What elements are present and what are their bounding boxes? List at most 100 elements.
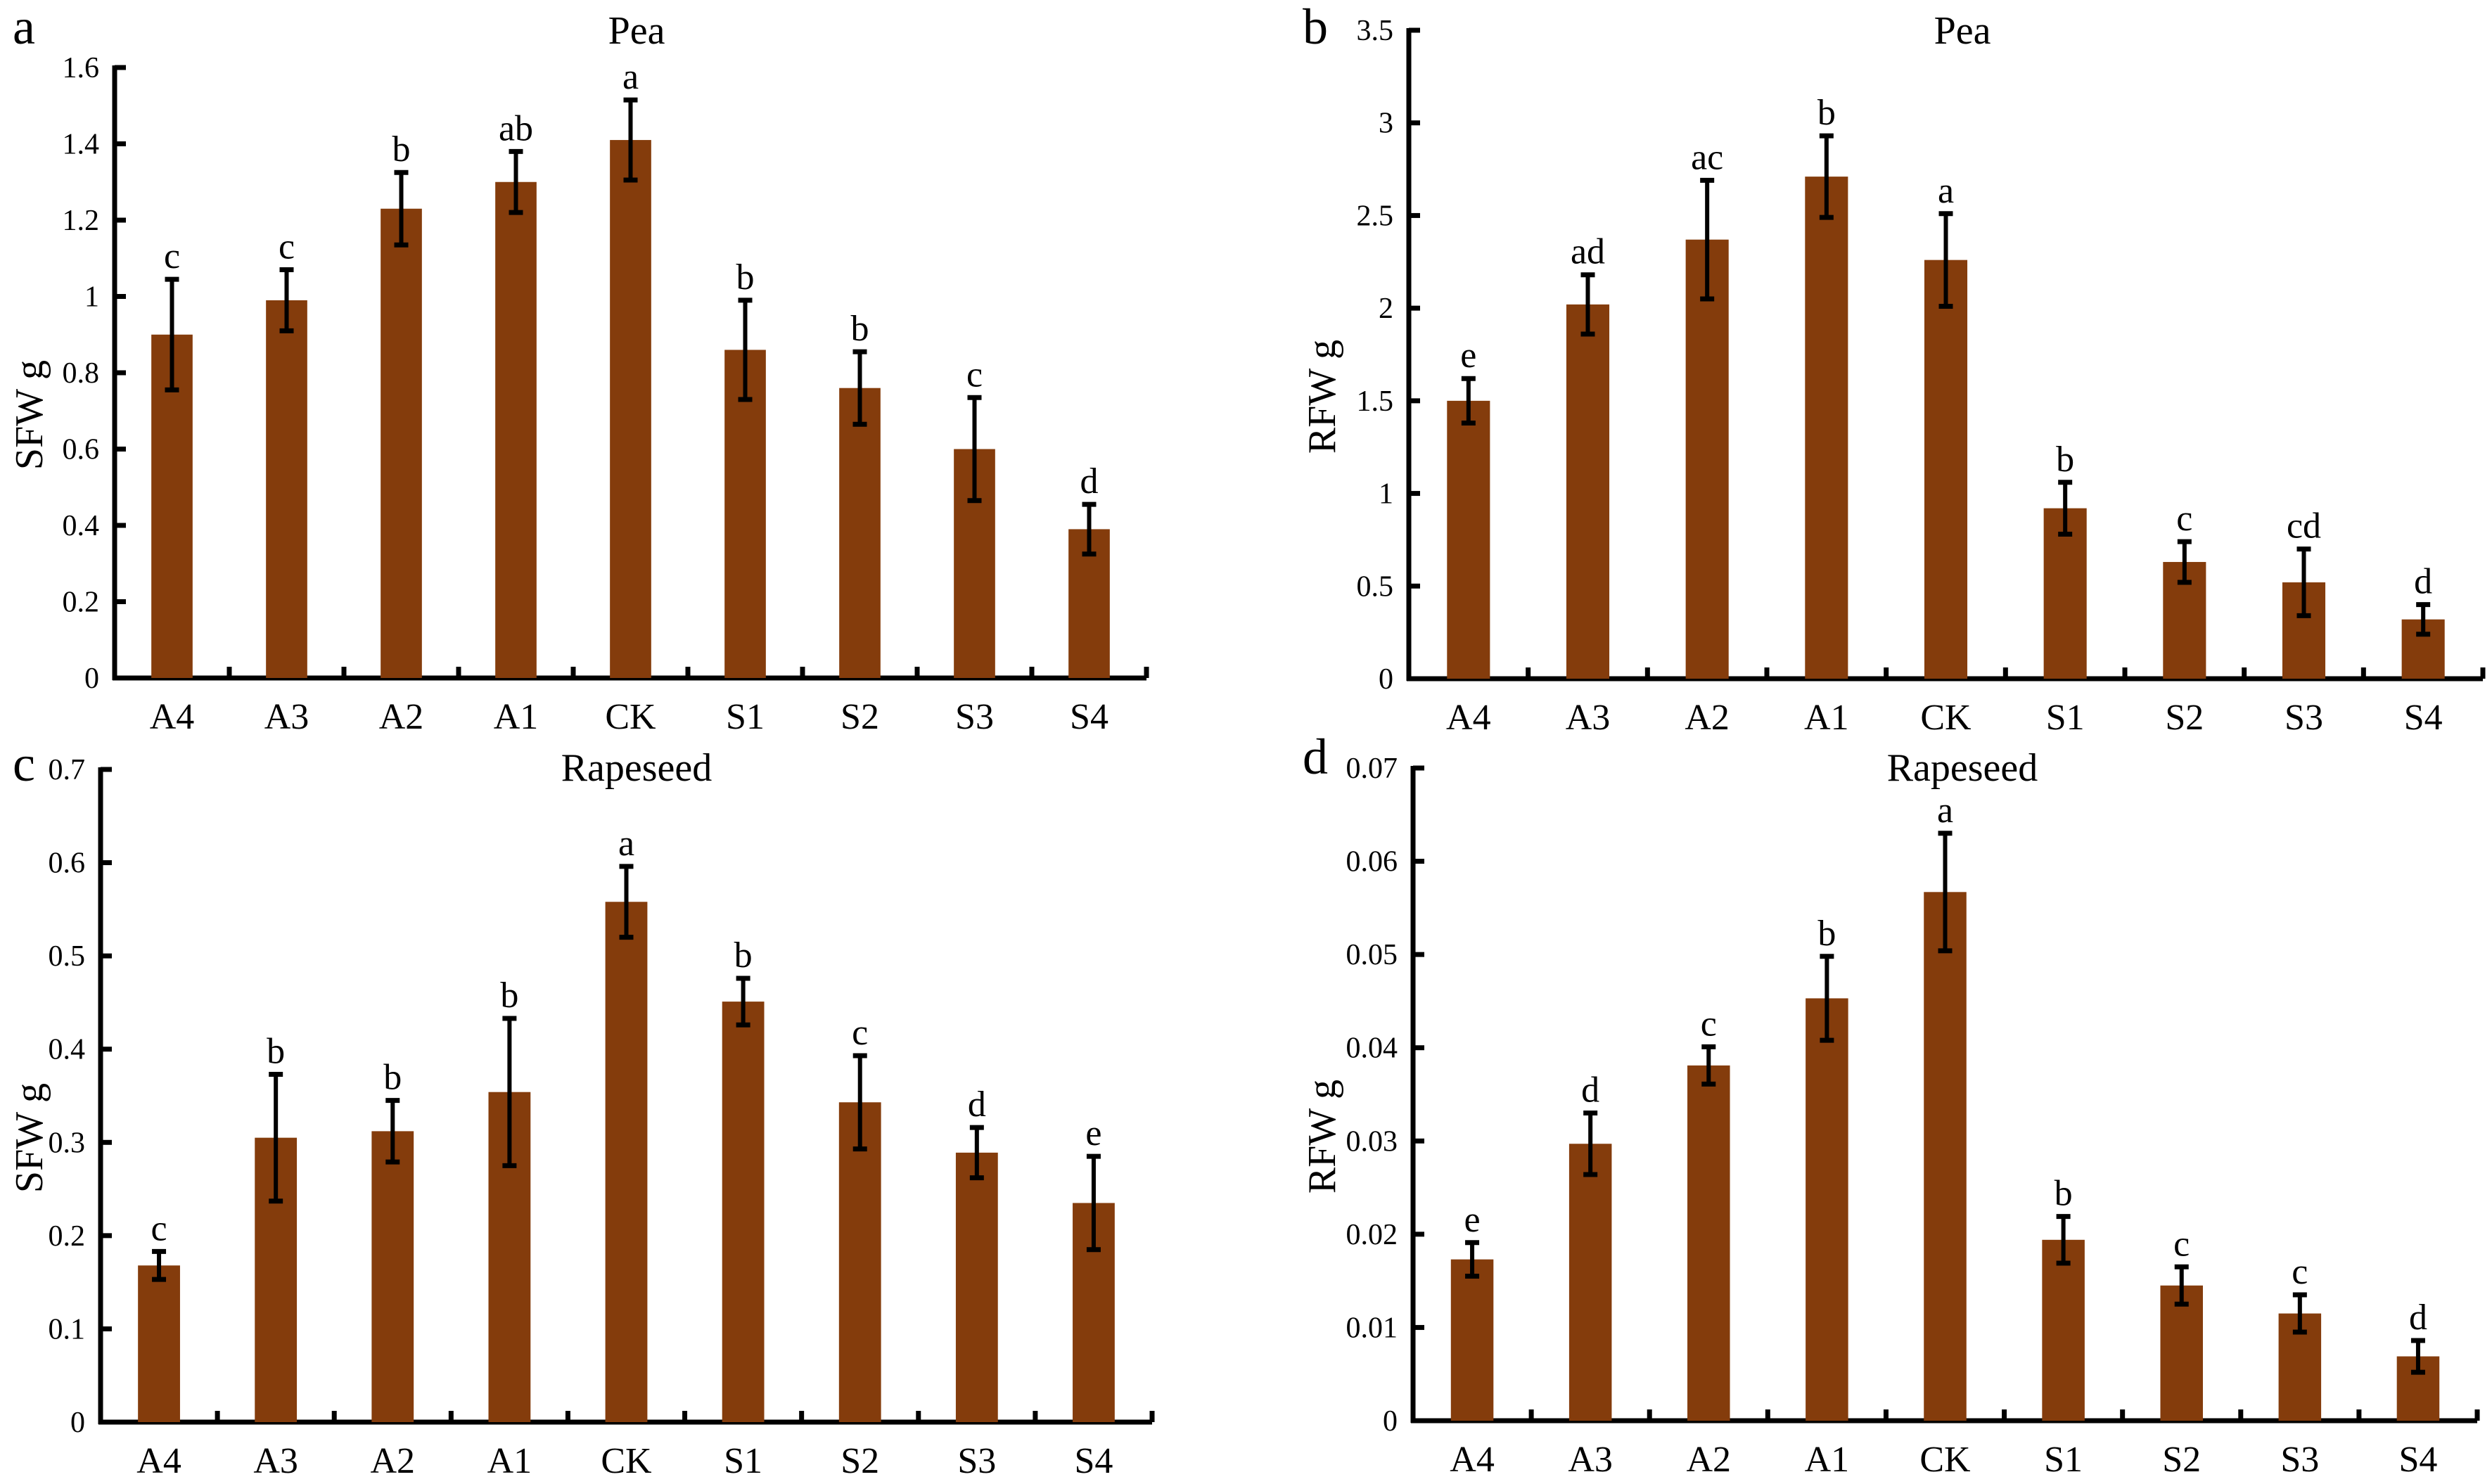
y-axis-title: RFW g [1301, 1080, 1344, 1194]
chart-panel-d: d Rapeseed RFW g 0 0.01 0.02 0.03 0.04 0.05 0.06 0… [1301, 729, 2480, 1480]
x-tick-label: A1 [487, 1441, 532, 1481]
significance-label: e [1460, 335, 1476, 376]
x-tick-label: S4 [1070, 697, 1108, 737]
y-tick-label: 3 [1379, 108, 1393, 140]
x-tick-label: S4 [2398, 1440, 2437, 1480]
y-tick-label: 1.5 [1357, 385, 1394, 418]
y-tick-label: 0.5 [1357, 570, 1394, 603]
y-tick-label: 0.2 [63, 587, 100, 619]
y-tick-label: 0.8 [63, 357, 100, 390]
significance-label: b [851, 309, 869, 349]
x-tick-label: S1 [726, 697, 765, 737]
bar-a2 [1687, 1065, 1730, 1421]
y-tick-label: 1.4 [63, 129, 100, 161]
significance-label: b [1817, 914, 1836, 954]
significance-label: c [852, 1013, 868, 1053]
x-tick-label: S4 [2404, 698, 2443, 738]
bar-ck [610, 140, 651, 678]
significance-label: e [1085, 1113, 1101, 1153]
bar-s1 [722, 1002, 765, 1422]
significance-label: a [622, 57, 639, 97]
x-tick-label: A3 [1568, 1440, 1613, 1480]
y-tick-label: 0 [1383, 1405, 1398, 1438]
bar-a3 [266, 300, 307, 678]
y-tick-label: 0 [84, 663, 99, 695]
bar-ck [1924, 260, 1968, 679]
y-axis-title: RFW g [1301, 340, 1344, 454]
bar-s1 [724, 350, 766, 678]
x-tick-label: S3 [957, 1441, 996, 1481]
x-tick-label: A1 [1805, 1440, 1850, 1480]
y-tick-label: 0.06 [1346, 846, 1398, 878]
significance-label: a [1937, 791, 1953, 831]
x-tick-label: A2 [379, 697, 424, 737]
y-tick-label: 1 [84, 281, 99, 314]
significance-label: d [2414, 562, 2432, 602]
x-tick-label: A2 [1685, 698, 1730, 738]
x-tick-label: S3 [2280, 1440, 2319, 1480]
x-tick-label: S2 [841, 1441, 879, 1481]
x-tick-label: A3 [264, 697, 309, 737]
chart-title: Rapeseed [1887, 746, 2038, 790]
significance-label: c [1701, 1004, 1717, 1044]
bar-s3 [955, 1152, 998, 1422]
panel-letter: a [13, 0, 35, 55]
x-tick-label: A4 [150, 697, 195, 737]
y-tick-label: 0.4 [49, 1034, 86, 1066]
significance-label: c [164, 236, 180, 276]
x-tick-label: S3 [955, 697, 994, 737]
x-tick-label: S1 [2044, 1440, 2083, 1480]
x-tick-label: S2 [2165, 698, 2204, 738]
x-tick-label: CK [1920, 698, 1972, 738]
y-tick-label: 3.5 [1357, 15, 1394, 47]
bar-s2 [839, 388, 881, 678]
significance-label: c [2173, 1224, 2190, 1264]
significance-label: cd [2287, 506, 2321, 546]
y-tick-label: 2 [1379, 293, 1393, 325]
chart-title: Pea [1934, 9, 1991, 53]
significance-label: d [968, 1085, 986, 1125]
x-tick-label: A4 [1450, 1440, 1495, 1480]
x-tick-label: A1 [1804, 698, 1849, 738]
y-tick-label: 0.5 [49, 940, 86, 973]
y-tick-label: 0.05 [1346, 939, 1398, 971]
bar-a3 [1566, 304, 1610, 679]
significance-label: b [2056, 440, 2074, 480]
bar-a1 [1805, 177, 1848, 679]
significance-label: c [151, 1208, 167, 1248]
significance-label: b [392, 129, 411, 169]
y-tick-label: 1 [1379, 478, 1393, 511]
bar-a2 [371, 1131, 414, 1422]
bar-s1 [2043, 508, 2087, 679]
y-tick-label: 0.3 [49, 1127, 86, 1159]
chart-title: Pea [608, 9, 665, 53]
y-tick-label: 0.6 [49, 847, 86, 880]
x-tick-label: S2 [2162, 1440, 2201, 1480]
significance-label: b [383, 1058, 402, 1098]
bar-a4 [1450, 1259, 1494, 1421]
x-tick-label: S2 [841, 697, 879, 737]
x-tick-label: A4 [1446, 698, 1491, 738]
significance-label: b [500, 976, 518, 1016]
panel-letter: c [13, 736, 35, 792]
bar-a4 [1447, 400, 1490, 679]
y-tick-label: 0.7 [49, 754, 86, 786]
y-axis-title: SFW g [8, 1083, 51, 1193]
chart-title: Rapeseed [561, 746, 713, 790]
y-tick-label: 2.5 [1357, 200, 1394, 232]
significance-label: a [618, 824, 634, 864]
y-tick-label: 0 [70, 1407, 85, 1439]
significance-label: c [2176, 499, 2192, 539]
significance-label: a [1938, 171, 1954, 211]
bar-s1 [2042, 1239, 2085, 1421]
significance-label: c [966, 354, 983, 395]
significance-label: b [267, 1032, 285, 1072]
significance-label: ad [1571, 232, 1605, 272]
bar-a2 [381, 208, 422, 679]
x-tick-label: CK [601, 1441, 652, 1481]
bar-ck [1924, 892, 1967, 1421]
y-tick-label: 0.02 [1346, 1219, 1398, 1251]
x-tick-label: S1 [2046, 698, 2085, 738]
